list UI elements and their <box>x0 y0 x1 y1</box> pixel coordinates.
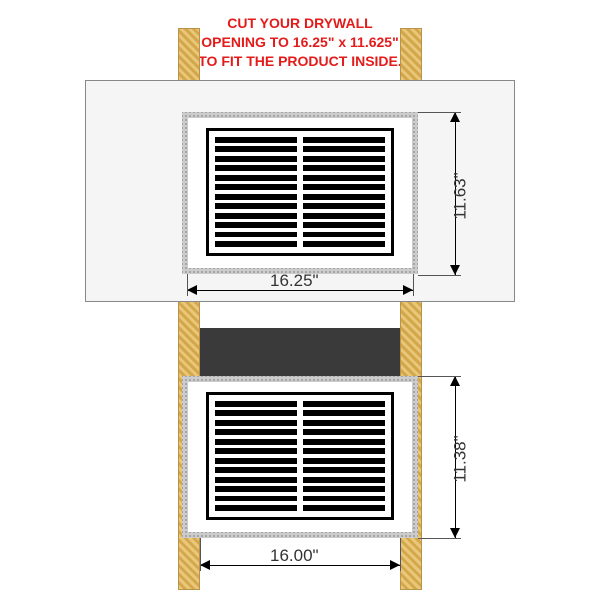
bottom-vent <box>206 392 394 520</box>
dim-label-bottom-width: 16.00" <box>270 546 319 566</box>
dim-label-bottom-height: 11.38" <box>451 435 471 482</box>
instruction-header: CUT YOUR DRYWALL OPENING TO 16.25" x 11.… <box>0 14 600 71</box>
top-vent <box>206 128 394 256</box>
vent-grille <box>209 395 391 517</box>
dim-label-top-height: 11.63" <box>451 172 471 219</box>
header-line1: CUT YOUR DRYWALL <box>0 14 600 33</box>
dim-label-top-width: 16.25" <box>270 271 319 291</box>
header-line3: TO FIT THE PRODUCT INSIDE. <box>0 52 600 71</box>
header-line2: OPENING TO 16.25" x 11.625" <box>0 33 600 52</box>
dark-spacer <box>200 328 400 376</box>
vent-grille <box>209 131 391 253</box>
